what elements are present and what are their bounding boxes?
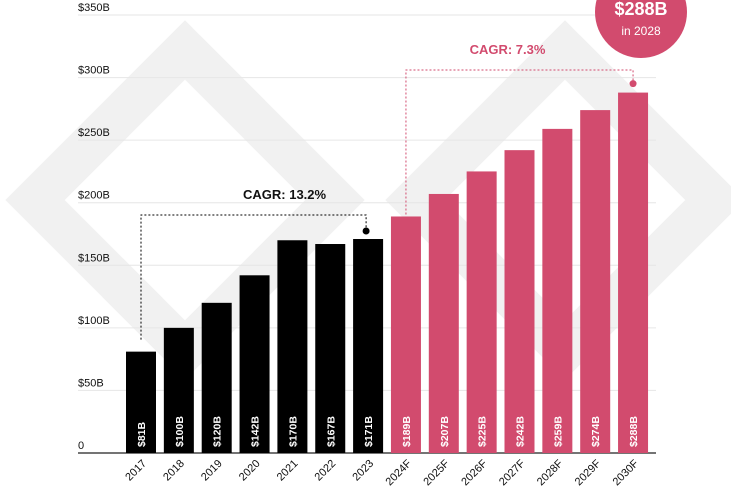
x-tick-label: 2018 [161,458,187,484]
bar-2022 [315,244,346,453]
bar-2027F [504,150,535,453]
x-tick-label: 2029F [573,457,604,488]
bar-2017 [126,351,156,453]
bar-2024F [390,216,421,453]
historical-cagr-dot [362,227,370,235]
bar-2021 [277,240,308,453]
bar-2028F [542,128,573,453]
bar-2018 [163,327,194,453]
historical-cagr-label: CAGR: 13.2% [243,187,327,202]
bar-value-label: $167B [325,416,337,447]
forecast-cagr-label: CAGR: 7.3% [470,42,546,57]
bar-value-label: $207B [439,416,451,447]
y-tick-label: $150B [78,252,110,264]
historical-cagr-bracket [140,214,367,340]
y-tick-label: $100B [78,315,110,327]
annotations: CAGR: 13.2% CAGR: 7.3% $288B in 2028 [140,0,687,340]
bar-2023 [353,239,384,453]
x-tick-label: 2024F [384,457,415,488]
y-tick-label: $250B [78,127,110,139]
bar-value-label: $189B [401,416,413,447]
bar-2029F [580,110,611,453]
y-tick-label: $50B [78,377,104,389]
bar-value-label: $274B [590,416,602,447]
x-tick-label: 2030F [611,457,642,488]
x-axis: 2017 2018 2019 2020 2021 2022 2023 2024F 2025F 20… [123,457,641,488]
x-tick-label: 2020 [237,458,263,484]
bar-value-label: $120B [212,416,224,447]
bar-2025F [428,193,459,453]
bar-value-label: $142B [250,416,262,447]
callout-subtext: in 2028 [621,24,661,38]
forecast-cagr-bracket [405,69,634,215]
bar-value-label: $81B [136,421,148,447]
bar-value-label: $171B [363,416,375,447]
bar-value-label: $225B [477,416,489,447]
bar-value-label: $100B [174,416,186,447]
callout-circle [595,0,687,58]
bar-value-label: $259B [552,416,564,447]
x-tick-label: 2025F [421,457,452,488]
x-tick-label: 2019 [199,458,225,484]
y-tick-label: $200B [78,190,110,202]
x-tick-label: 2017 [123,458,149,484]
y-tick-label: $350B [78,2,110,14]
x-tick-label: 2021 [275,458,301,484]
y-axis: 0 $50B $100B $150B $200B $250B $300B $350B [78,2,110,452]
bar-value-label: $170B [287,416,299,447]
bar-2020 [239,275,270,453]
x-tick-label: 2022 [313,458,339,484]
bar-2019 [201,302,232,453]
x-tick-label: 2028F [535,457,566,488]
bar-value-label: $288B [628,416,640,447]
forecast-cagr-dot [629,80,637,88]
bars: $81B $100B $120B $142B $170B $167B $171B $189B $… [126,92,649,454]
y-tick-label: $300B [78,65,110,77]
y-tick-label: 0 [78,440,84,452]
bar-2026F [466,171,497,453]
x-tick-label: 2027F [497,457,528,488]
x-tick-label: 2026F [459,457,490,488]
bar-value-label: $242B [515,416,527,447]
bar-2030F [618,92,649,454]
x-tick-label: 2023 [350,458,376,484]
callout-value: $288B [614,0,667,19]
